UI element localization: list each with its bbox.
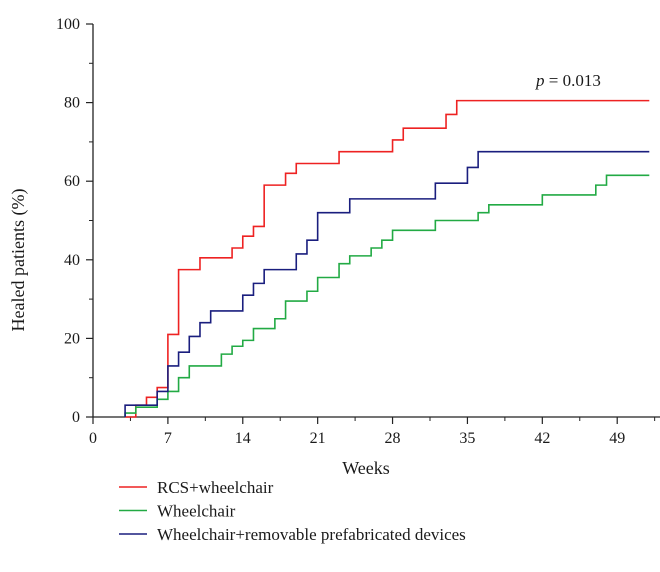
x-tick-label: 21	[310, 430, 326, 447]
legend: RCS+wheelchair Wheelchair Wheelchair+remov…	[119, 478, 466, 544]
x-tick-label: 0	[89, 430, 97, 447]
y-tick-label: 20	[64, 330, 80, 347]
x-tick-label: 14	[235, 430, 251, 447]
x-tick-label: 7	[164, 430, 172, 447]
y-tick-label: 0	[72, 409, 80, 426]
x-tick-label: 49	[609, 430, 625, 447]
legend-label: RCS+wheelchair	[157, 478, 274, 497]
p-value-symbol: p	[535, 71, 545, 90]
series-line	[124, 150, 650, 417]
series-line	[124, 174, 650, 417]
axes: 0 20 40 60 80 100 0 7 14 21 28 35 42 49	[56, 16, 660, 447]
p-value-text: = 0.013	[545, 71, 601, 90]
y-tick-label: 40	[64, 252, 80, 269]
y-tick-label: 60	[64, 173, 80, 190]
y-tick-label: 80	[64, 95, 80, 112]
p-value-annotation: p = 0.013	[535, 71, 601, 90]
x-tick-label: 42	[534, 430, 550, 447]
x-axis-title: Weeks	[342, 458, 390, 478]
x-tick-label: 35	[459, 430, 475, 447]
legend-label: Wheelchair+removable prefabricated devic…	[157, 525, 466, 544]
series-line	[125, 99, 650, 418]
x-tick-label: 28	[385, 430, 401, 447]
series-layer	[124, 99, 650, 418]
y-axis-title: Healed patients (%)	[8, 189, 29, 332]
y-tick-label: 100	[56, 16, 80, 33]
legend-label: Wheelchair	[157, 502, 236, 521]
